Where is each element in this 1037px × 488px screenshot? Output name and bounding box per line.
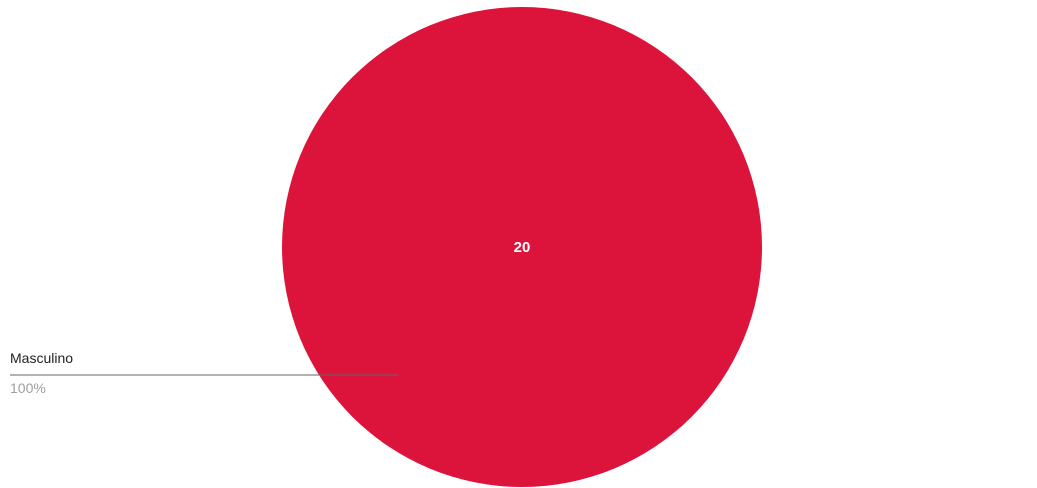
- pie-slices: [282, 7, 762, 487]
- legend-series-label: Masculino: [10, 350, 73, 366]
- slice-value-label: 20: [514, 239, 531, 256]
- legend-percent-label: 100%: [10, 380, 46, 396]
- pie-slice-masculino: [282, 7, 762, 487]
